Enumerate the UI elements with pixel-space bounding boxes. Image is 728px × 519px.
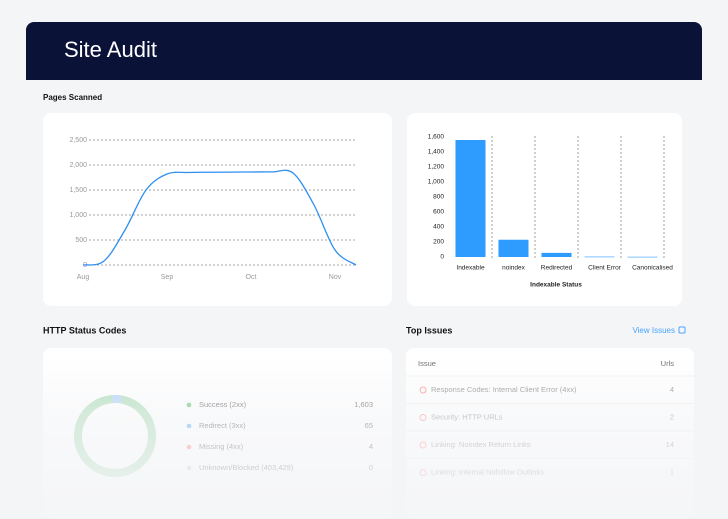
bar — [627, 256, 658, 258]
x-tick-label: noindex — [502, 265, 526, 272]
x-tick-label: Oct — [246, 274, 257, 281]
y-tick-label: 500 — [75, 237, 87, 244]
y-tick-label: 0 — [440, 254, 444, 261]
x-tick-label: Sep — [161, 274, 174, 281]
view-issues-link[interactable]: View Issues — [632, 326, 675, 335]
y-tick-label: 400 — [433, 224, 444, 231]
section-title: Pages Scanned — [43, 93, 102, 102]
bar — [455, 140, 486, 257]
y-tick-label: 1,000 — [69, 212, 87, 219]
page-title: Site Audit — [64, 37, 157, 62]
x-tick-label: Client Error — [588, 265, 622, 272]
y-tick-label: 200 — [433, 239, 444, 246]
section-title: Top Issues — [406, 325, 452, 335]
x-tick-label: Indexable — [456, 265, 485, 272]
card — [407, 113, 682, 306]
y-tick-label: 1,400 — [428, 149, 445, 156]
y-tick-label: 1,000 — [428, 179, 445, 186]
section-title: HTTP Status Codes — [43, 325, 126, 335]
y-tick-label: 2,000 — [69, 162, 87, 169]
bar — [584, 256, 615, 258]
y-tick-label: 600 — [433, 209, 444, 216]
y-tick-label: 1,600 — [428, 134, 445, 141]
card — [43, 113, 392, 306]
x-tick-label: Aug — [77, 274, 90, 281]
x-tick-label: Nov — [329, 274, 342, 281]
header-bar-base — [26, 60, 702, 80]
y-tick-label: 2,500 — [69, 137, 87, 144]
y-tick-label: 1,500 — [69, 187, 87, 194]
bar — [541, 252, 572, 257]
x-axis-title: Indexable Status — [530, 282, 582, 289]
y-tick-label: 1,200 — [428, 164, 445, 171]
bar — [498, 239, 529, 257]
y-tick-label: 800 — [433, 194, 444, 201]
x-tick-label: Canonicalised — [632, 265, 673, 272]
x-tick-label: Redirected — [541, 265, 573, 272]
fade-overlay — [0, 355, 728, 519]
line-series — [82, 169, 357, 266]
external-icon[interactable] — [678, 326, 686, 334]
